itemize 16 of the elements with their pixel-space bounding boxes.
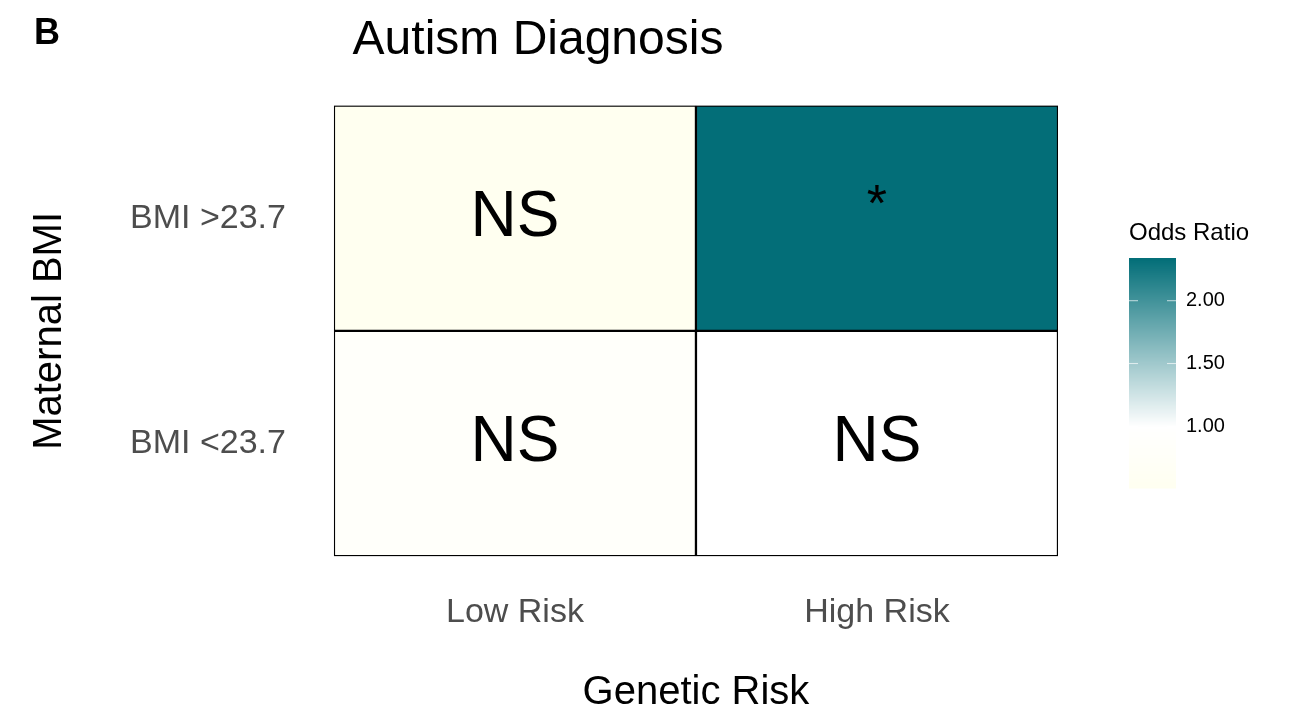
data-label: NS: [470, 403, 560, 476]
x-axis-title: Genetic Risk: [582, 668, 811, 713]
color-bar-label: 2.00: [1186, 288, 1225, 311]
text: B: [34, 10, 60, 52]
color-bar-label: 1.00: [1186, 413, 1225, 436]
color-bar-title: Odds Ratio: [1129, 218, 1250, 245]
data-label: NS: [832, 403, 922, 476]
x-tick-label: Low Risk: [445, 590, 585, 629]
data-label: *: [866, 173, 888, 232]
chart-title: Autism Diagnosis: [352, 11, 724, 65]
color-bar-label: 1.50: [1186, 351, 1225, 374]
y-tick-label: BMI >23.7: [130, 196, 286, 235]
data-label: NS: [470, 177, 560, 250]
y-tick-label: BMI <23.7: [130, 421, 286, 460]
y-axis-title: Maternal BMI: [25, 211, 70, 450]
x-tick-label: High Risk: [804, 590, 951, 629]
